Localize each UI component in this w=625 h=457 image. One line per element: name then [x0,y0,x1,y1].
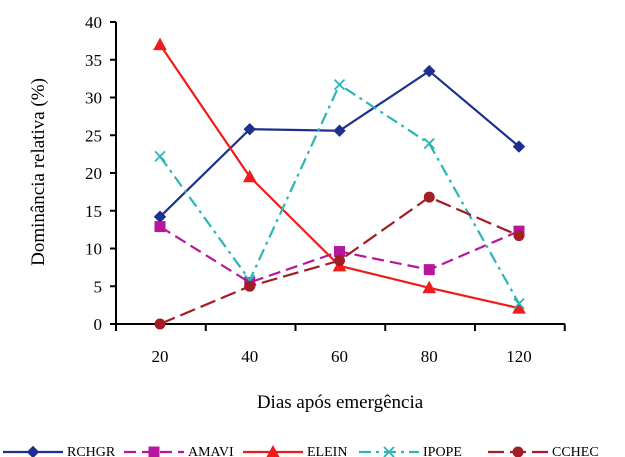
x-axis-title: Dias após emergência [257,392,424,413]
series-ipope [154,79,525,310]
y-tick-label: 35 [85,51,102,70]
y-tick-label: 25 [85,126,102,145]
data-point [244,280,256,292]
data-point [513,297,525,310]
legend-label: AMAVI [188,445,234,457]
legend-label: IPOPE [423,445,462,457]
series-rchgr [153,64,526,223]
data-point [513,230,525,242]
data-point [334,255,345,267]
series-layer [153,37,526,330]
legend-marker [26,445,40,457]
legend-marker [148,446,160,457]
legend-item: AMAVI [124,445,234,457]
x-tick-label: 20 [152,347,169,366]
data-point [423,137,435,150]
legend-item: CCHEC [488,445,599,457]
data-point [153,37,167,51]
legend-item: IPOPE [359,445,462,457]
data-point [333,124,346,137]
series-line [159,69,520,218]
legend-label: RCHGR [67,445,116,457]
y-tick-label: 30 [85,89,102,108]
legend-item: ELEIN [243,444,347,457]
x-tick-label: 120 [506,347,532,366]
legend-label: CCHEC [552,445,599,457]
axes [110,21,566,331]
data-point [154,150,166,163]
data-point [333,79,346,91]
data-point [154,221,166,233]
series-elein [153,37,526,314]
series-amavi [154,221,525,288]
y-tick-label: 40 [85,13,102,32]
legend: RCHGR AMAVI ELEIN IPOPE CCHEC [3,444,599,457]
tick-labels: 0 5 10 15 20 25 30 35 40 20 40 60 80 120 [85,13,532,366]
data-point [423,191,435,203]
y-tick-label: 10 [85,240,102,259]
legend-marker [512,446,524,457]
x-tick-label: 80 [421,347,438,366]
series-cchec [154,191,525,330]
data-point [423,64,436,78]
y-tick-label: 5 [94,277,103,296]
y-tick-label: 15 [85,202,102,221]
data-point [334,246,345,258]
y-tick-label: 0 [94,315,103,334]
data-point [422,280,437,294]
data-point [423,264,435,276]
data-point [154,318,166,330]
legend-marker [266,444,280,457]
legend-item: RCHGR [3,445,116,457]
data-point [243,123,256,136]
x-tick-label: 40 [241,347,258,366]
y-tick-label: 20 [85,164,102,183]
x-tick-label: 60 [331,347,348,366]
data-point [242,169,257,183]
y-axis-title: Dominância relativa (%) [28,78,49,266]
legend-label: ELEIN [307,445,347,457]
legend-marker [383,446,395,457]
data-point [512,140,526,153]
